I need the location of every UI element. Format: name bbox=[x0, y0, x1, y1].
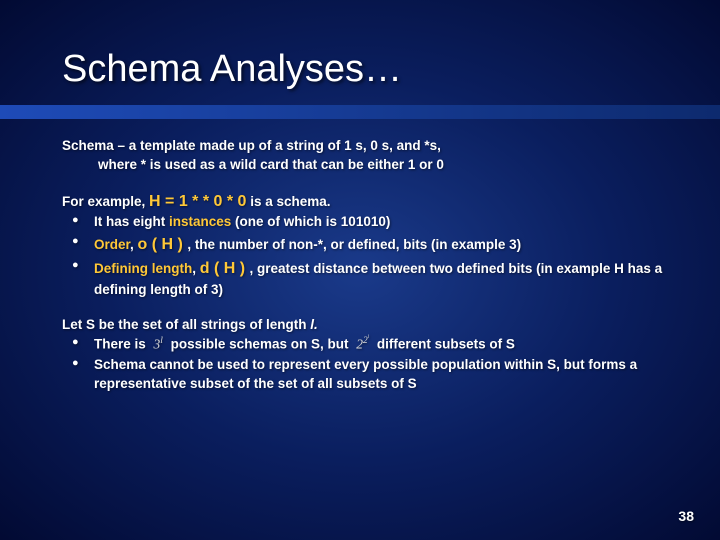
list-item: There is 3l possible schemas on S, but 2… bbox=[66, 335, 672, 354]
bullet-formula: o ( H ) bbox=[138, 236, 188, 253]
list-item: Schema cannot be used to represent every… bbox=[66, 356, 672, 394]
bullet-highlight: instances bbox=[169, 214, 231, 229]
bullet-text: , bbox=[192, 261, 200, 276]
page-number: 38 bbox=[678, 508, 694, 524]
set-lead-text: Let S be the set of all strings of lengt… bbox=[62, 317, 310, 332]
bullet-highlight: Order bbox=[94, 237, 130, 252]
list-item: Defining length, d ( H ) , greatest dist… bbox=[66, 258, 672, 299]
slide-title: Schema Analyses… bbox=[62, 48, 720, 91]
bullet-formula: d ( H ) bbox=[200, 260, 250, 277]
definition-line-1: Schema – a template made up of a string … bbox=[62, 137, 672, 156]
bullet-text: different subsets of S bbox=[373, 336, 515, 351]
set-lead: Let S be the set of all strings of lengt… bbox=[62, 316, 672, 335]
formula-2-2l: 22l bbox=[352, 335, 373, 354]
list-item: Order, o ( H ) , the number of non-*, or… bbox=[66, 234, 672, 256]
title-underline-bar bbox=[0, 105, 720, 119]
bullet-text: , the number of non-*, or defined, bits … bbox=[187, 237, 521, 252]
title-block: Schema Analyses… bbox=[0, 0, 720, 119]
bullet-text: There is bbox=[94, 336, 150, 351]
set-bullets: There is 3l possible schemas on S, but 2… bbox=[62, 335, 672, 394]
example-block: For example, H = 1 * * 0 * 0 is a schema… bbox=[62, 191, 672, 300]
bullet-text: Schema cannot be used to represent every… bbox=[94, 357, 637, 391]
set-lead-ital: l. bbox=[310, 317, 318, 332]
example-bullets: It has eight instances (one of which is … bbox=[62, 213, 672, 300]
bullet-text: (one of which is 101010) bbox=[231, 214, 390, 229]
example-suffix: is a schema. bbox=[246, 194, 330, 209]
example-formula: H = 1 * * 0 * 0 bbox=[149, 193, 246, 210]
list-item: It has eight instances (one of which is … bbox=[66, 213, 672, 232]
bullet-highlight: Defining length bbox=[94, 261, 192, 276]
bullet-text: It has eight bbox=[94, 214, 169, 229]
slide-content: Schema – a template made up of a string … bbox=[0, 119, 720, 394]
bullet-text: , bbox=[130, 237, 138, 252]
formula-3l: 3l bbox=[150, 335, 167, 354]
set-block: Let S be the set of all strings of lengt… bbox=[62, 316, 672, 394]
definition-paragraph: Schema – a template made up of a string … bbox=[62, 137, 672, 175]
example-lead: For example, H = 1 * * 0 * 0 is a schema… bbox=[62, 191, 672, 213]
definition-line-2: where * is used as a wild card that can … bbox=[62, 156, 672, 175]
bullet-text: possible schemas on S, but bbox=[167, 336, 352, 351]
example-prefix: For example, bbox=[62, 194, 149, 209]
